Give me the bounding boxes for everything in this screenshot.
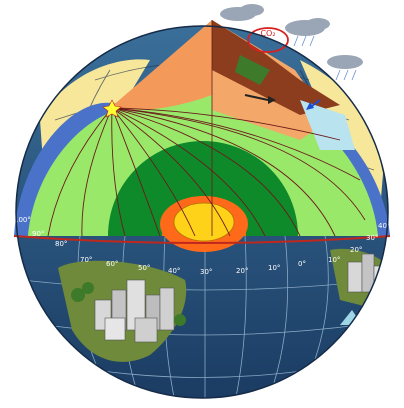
latitude-label: 70° (80, 256, 92, 264)
latitude-label: 10° (268, 264, 280, 272)
carbon-cycle-loop: CO₂ (247, 27, 289, 53)
latitude-label: 40° (168, 267, 180, 275)
latitude-label: 80° (55, 240, 67, 248)
latitude-label: 50° (138, 264, 150, 272)
rain-icon (293, 35, 357, 81)
ocean-layer (300, 100, 355, 150)
city-left-icon (94, 279, 175, 343)
latitude-label: 30° (366, 234, 378, 242)
water-arrowhead-icon (306, 102, 314, 110)
latitude-labels: 100° 90° 80° 70° 60° 50° 40° 30° 20° 10°… (14, 216, 390, 276)
equator-cut-line (13, 235, 391, 244)
water-arrow-icon (311, 99, 321, 107)
co2-loop-icon (247, 27, 289, 53)
latitude-label: 100° (14, 216, 31, 224)
latitude-label: 40° (378, 222, 390, 230)
latitude-label: 60° (106, 260, 118, 268)
trees-left-icon (71, 282, 186, 326)
crust-wedge-left (110, 20, 212, 110)
latitude-label: 20° (236, 267, 248, 275)
plate-arrowhead-icon (268, 96, 276, 104)
cloud-icon (285, 18, 330, 36)
globe-outline (15, 25, 389, 399)
cloud-icon (327, 55, 363, 69)
latitude-label: 90° (32, 230, 44, 238)
epicenter-star-icon (102, 99, 122, 118)
interior-cutaway (13, 20, 391, 252)
weather-clouds (220, 4, 363, 81)
cloud-icon (220, 4, 264, 21)
surface-layer (212, 20, 340, 115)
latitude-label: 20° (350, 246, 362, 254)
co2-label: CO₂ (260, 29, 275, 38)
vegetation-patch (235, 55, 270, 85)
latitude-label: 30° (200, 268, 212, 276)
latitude-label: 0° (298, 260, 306, 268)
inner-core (173, 202, 235, 242)
plate-arrow-icon (244, 94, 269, 101)
latitude-label: 10° (328, 256, 340, 264)
seismic-rays (47, 107, 366, 237)
